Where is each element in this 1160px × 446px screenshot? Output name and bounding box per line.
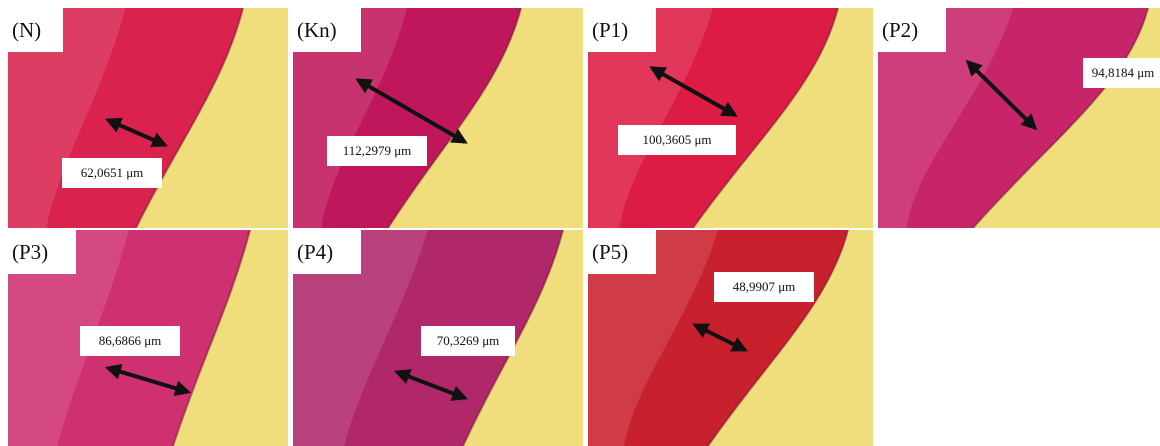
figure: (N) 62,0651 μm (Kn) 112,2979 μm (P1) 100,3605… bbox=[0, 0, 1160, 446]
micrograph-panel: (P4) 70,3269 μm bbox=[293, 230, 583, 446]
panel-label: (P4) bbox=[297, 240, 333, 264]
micrograph-panel: (Kn) 112,2979 μm bbox=[293, 8, 583, 228]
micrograph-panel: (N) 62,0651 μm bbox=[8, 8, 288, 228]
panel-label: (P3) bbox=[12, 240, 48, 264]
panel-label: (Kn) bbox=[297, 18, 337, 42]
measurement-text: 48,9907 μm bbox=[733, 279, 796, 294]
measurement-text: 62,0651 μm bbox=[81, 165, 144, 180]
panel-label: (P1) bbox=[592, 18, 628, 42]
micrograph-panel: (P5) 48,9907 μm bbox=[588, 230, 873, 446]
measurement-text: 86,6866 μm bbox=[99, 333, 162, 348]
measurement-text: 94,8184 μm bbox=[1092, 65, 1155, 80]
micrograph-panel: (P3) 86,6866 μm bbox=[8, 230, 288, 446]
micrograph-panel: (P2) 94,8184 μm bbox=[878, 8, 1160, 228]
measurement-text: 100,3605 μm bbox=[642, 132, 711, 147]
measurement-text: 70,3269 μm bbox=[437, 333, 500, 348]
panel-label: (N) bbox=[12, 18, 41, 42]
micrograph-panel: (P1) 100,3605 μm bbox=[588, 8, 873, 228]
panel-label: (P5) bbox=[592, 240, 628, 264]
panel-label: (P2) bbox=[882, 18, 918, 42]
measurement-text: 112,2979 μm bbox=[343, 143, 412, 158]
